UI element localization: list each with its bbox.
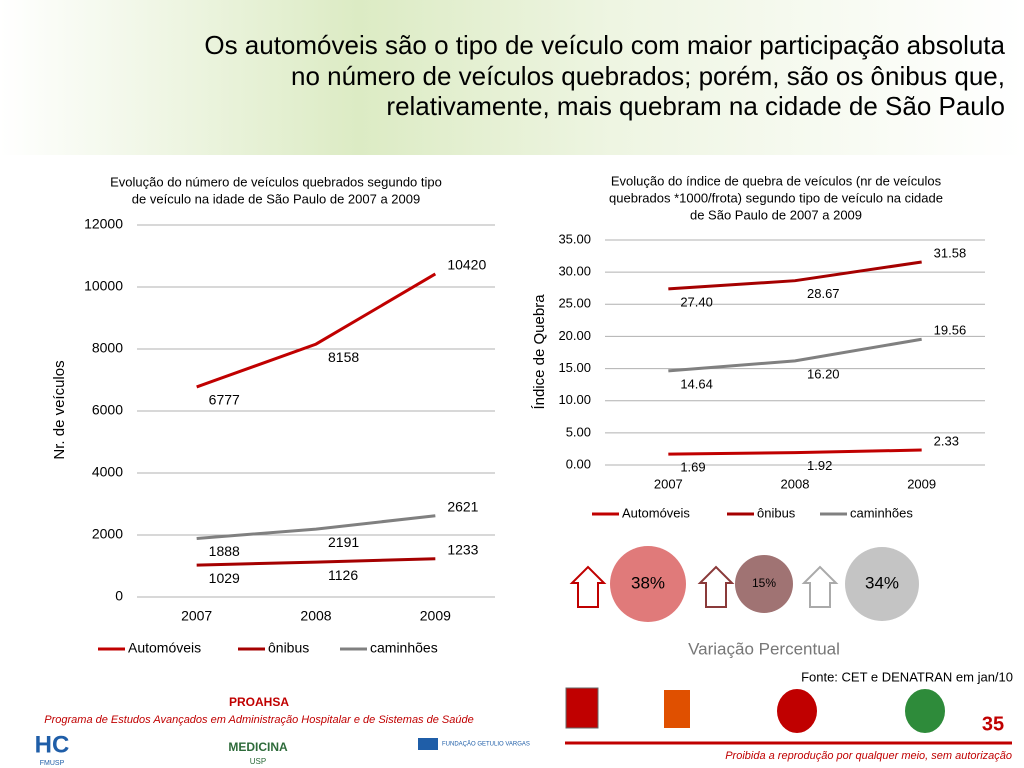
data-label: 28.67 xyxy=(807,286,840,301)
data-label: 16.20 xyxy=(807,366,840,381)
x-tick-label: 2008 xyxy=(781,476,810,491)
circle xyxy=(735,555,793,613)
data-label: 2191 xyxy=(328,534,359,550)
line xyxy=(668,337,922,373)
org: PROAHSA xyxy=(229,695,289,709)
data-label: 19.56 xyxy=(934,323,967,338)
notice: Proibida a reprodução por qualquer meio,… xyxy=(725,750,1012,762)
data-label: 1.69 xyxy=(680,460,705,475)
logo xyxy=(664,690,690,728)
x-tick-label: 2007 xyxy=(181,608,212,624)
y-tick-label: 25.00 xyxy=(558,296,591,311)
y-tick-label: 15.00 xyxy=(558,360,591,375)
arrow xyxy=(569,565,607,608)
x-tick-label: 2009 xyxy=(420,608,451,624)
y-tick-label: 10.00 xyxy=(558,392,591,407)
source: Fonte: CET e DENATRAN em jan/10 xyxy=(801,669,1013,684)
y-axis-label: Nr. de veículos xyxy=(51,360,68,459)
slide-title: Os automóveis são o tipo de veículo com … xyxy=(204,30,1005,60)
y-tick-label: 10000 xyxy=(84,278,123,294)
arrow xyxy=(801,565,839,608)
y-tick-label: 5.00 xyxy=(566,424,591,439)
logo-text: USP xyxy=(250,757,266,766)
variation-title: Variação Percentual xyxy=(688,639,840,658)
y-tick-label: 6000 xyxy=(92,402,123,418)
chart-title: de São Paulo de 2007 a 2009 xyxy=(690,207,862,222)
logo-text: FMUSP xyxy=(40,760,65,767)
legend-label: Automóveis xyxy=(622,505,690,520)
data-label: 1233 xyxy=(447,541,478,557)
variation-label: 38% xyxy=(631,573,665,592)
y-tick-label: 35.00 xyxy=(558,231,591,246)
data-label: 1029 xyxy=(209,570,240,586)
data-label: 10420 xyxy=(447,257,486,273)
data-label: 31.58 xyxy=(934,245,967,260)
line xyxy=(668,260,922,291)
x-tick-label: 2007 xyxy=(654,476,683,491)
logo xyxy=(418,738,438,750)
program: Programa de Estudos Avançados em Adminis… xyxy=(44,714,473,726)
logo-text: HC xyxy=(35,731,70,758)
legend-label: ônibus xyxy=(268,640,309,656)
y-tick-label: 20.00 xyxy=(558,328,591,343)
x-tick-label: 2009 xyxy=(907,476,936,491)
legend-label: ônibus xyxy=(757,505,796,520)
y-tick-label: 0.00 xyxy=(566,456,591,471)
variation-label: 34% xyxy=(865,573,899,592)
data-label: 8158 xyxy=(328,349,359,365)
logo xyxy=(905,689,945,733)
circle xyxy=(610,546,686,622)
data-label: 27.40 xyxy=(680,294,713,309)
page-number: 35 xyxy=(982,713,1004,735)
circle xyxy=(845,547,919,621)
variation-label: 15% xyxy=(752,576,776,590)
chart-title: Evolução do índice de quebra de veículos… xyxy=(611,173,942,188)
logo xyxy=(777,689,817,733)
y-tick-label: 8000 xyxy=(92,340,123,356)
data-label: 1126 xyxy=(328,567,358,583)
logo-text: MEDICINA xyxy=(228,740,288,754)
legend-label: caminhões xyxy=(370,640,438,656)
legend-label: caminhões xyxy=(850,505,913,520)
y-tick-label: 4000 xyxy=(92,464,123,480)
line xyxy=(196,272,437,389)
chart-title: quebrados *1000/frota) segundo tipo de v… xyxy=(609,190,943,205)
data-label: 1888 xyxy=(209,543,240,559)
y-tick-label: 2000 xyxy=(92,526,123,542)
x-tick-label: 2008 xyxy=(300,608,331,624)
y-tick-label: 0 xyxy=(115,588,123,604)
data-label: 2.33 xyxy=(934,433,959,448)
header-band xyxy=(0,0,1024,155)
data-label: 14.64 xyxy=(680,376,713,391)
line xyxy=(196,557,436,567)
data-label: 2621 xyxy=(447,498,478,514)
legend-label: Automóveis xyxy=(128,640,201,656)
arrow xyxy=(697,565,735,608)
slide-title: no número de veículos quebrados; porém, … xyxy=(291,61,1005,91)
line xyxy=(668,448,922,456)
line xyxy=(196,514,436,540)
logo xyxy=(565,687,599,729)
data-label: 6777 xyxy=(209,392,240,408)
data-label: 1.92 xyxy=(807,458,832,473)
logo-text: FUNDAÇÃO GETULIO VARGAS xyxy=(442,741,530,748)
y-axis-label: Índice de Quebra xyxy=(531,294,548,410)
y-tick-label: 30.00 xyxy=(558,264,591,279)
y-tick-label: 12000 xyxy=(84,216,123,232)
chart-title: de veículo na idade de São Paulo de 2007… xyxy=(132,191,420,206)
chart-title: Evolução do número de veículos quebrados… xyxy=(110,174,442,189)
slide-title: relativamente, mais quebram na cidade de… xyxy=(386,91,1005,121)
